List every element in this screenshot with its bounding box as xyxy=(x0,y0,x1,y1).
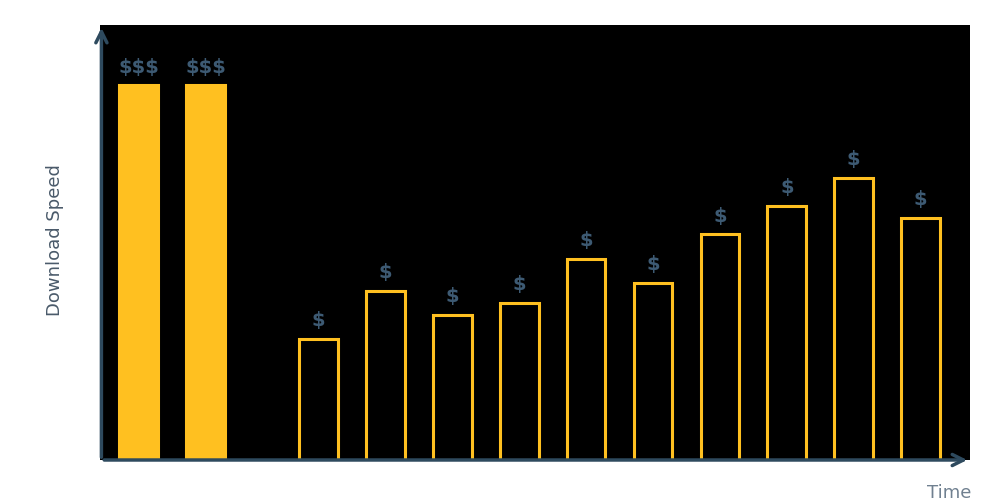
Text: $: $ xyxy=(914,190,928,210)
Bar xyxy=(634,283,672,460)
Text: Time: Time xyxy=(927,484,971,500)
Text: $: $ xyxy=(512,275,526,294)
Bar xyxy=(186,86,225,460)
Bar xyxy=(366,291,405,460)
Text: Download Speed: Download Speed xyxy=(46,164,64,316)
Bar xyxy=(299,339,338,460)
Text: $: $ xyxy=(312,312,325,330)
Bar xyxy=(701,234,739,460)
Text: $$$: $$$ xyxy=(185,58,226,76)
Text: $$$: $$$ xyxy=(118,58,159,76)
Text: $: $ xyxy=(579,231,593,250)
Text: $: $ xyxy=(646,255,660,274)
Text: $: $ xyxy=(445,287,459,306)
Bar xyxy=(767,206,806,460)
Text: $: $ xyxy=(780,178,794,198)
Bar xyxy=(834,178,873,460)
Bar xyxy=(901,218,940,460)
Bar xyxy=(567,258,605,460)
Bar xyxy=(119,86,158,460)
Text: $: $ xyxy=(378,263,392,282)
Text: $: $ xyxy=(847,150,861,169)
Text: $: $ xyxy=(713,206,727,226)
Bar xyxy=(500,303,539,460)
Bar xyxy=(433,315,472,460)
